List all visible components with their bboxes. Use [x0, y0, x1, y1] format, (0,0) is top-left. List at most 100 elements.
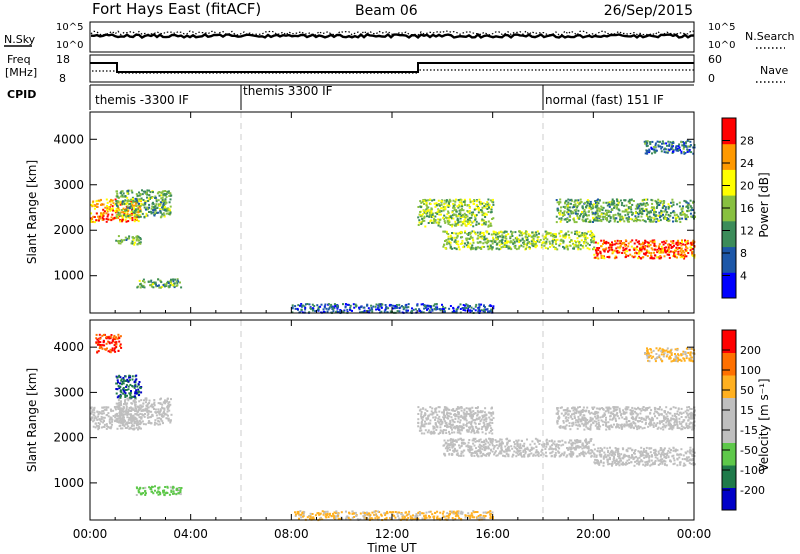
data-cell	[118, 340, 121, 343]
data-cell	[463, 442, 465, 445]
data-cell	[115, 405, 118, 408]
data-cell	[554, 238, 557, 241]
data-cell	[448, 432, 451, 435]
data-cell	[179, 490, 182, 493]
data-cell	[665, 211, 668, 213]
data-cell	[171, 283, 174, 286]
data-cell	[621, 252, 624, 254]
data-cell	[494, 240, 497, 243]
data-cell	[118, 387, 121, 390]
data-cell	[648, 245, 651, 248]
data-cell	[163, 201, 166, 204]
data-cell	[581, 211, 583, 213]
data-cell	[653, 209, 656, 211]
data-cell	[540, 454, 542, 457]
data-cell	[474, 305, 477, 308]
data-cell	[686, 210, 689, 213]
data-cell	[168, 195, 171, 197]
data-cell	[601, 206, 604, 209]
data-cell	[128, 407, 131, 409]
data-cell	[485, 428, 488, 431]
data-cell	[443, 309, 446, 312]
data-cell	[487, 225, 490, 228]
data-cell	[444, 407, 447, 410]
data-cell	[502, 442, 504, 445]
data-cell	[474, 309, 477, 312]
data-cell	[481, 211, 484, 214]
data-cell	[134, 383, 137, 386]
data-cell	[424, 413, 427, 416]
data-cell	[477, 222, 480, 225]
data-cell	[452, 214, 454, 217]
data-cell	[624, 244, 627, 247]
data-cell	[492, 438, 494, 441]
data-cell	[134, 418, 137, 421]
data-cell	[621, 218, 624, 221]
data-cell	[663, 205, 666, 208]
data-cell	[629, 206, 632, 209]
data-cell	[513, 445, 516, 448]
data-cell	[489, 244, 492, 247]
data-cell	[146, 416, 149, 419]
data-cell	[157, 203, 160, 206]
data-cell	[123, 202, 126, 205]
data-cell	[462, 209, 465, 212]
data-cell	[595, 252, 598, 255]
data-cell	[128, 413, 131, 416]
data-cell	[378, 304, 381, 307]
data-cell	[468, 447, 471, 450]
data-cell	[566, 218, 569, 220]
data-cell	[648, 150, 651, 153]
data-cell	[652, 220, 655, 223]
data-cell	[482, 231, 485, 234]
data-cell	[447, 233, 450, 235]
data-cell	[619, 218, 621, 221]
data-cell	[485, 440, 488, 443]
data-cell	[407, 306, 410, 309]
data-cell	[470, 454, 473, 456]
data-cell	[604, 212, 606, 215]
data-cell	[619, 245, 622, 247]
data-cell	[121, 190, 124, 193]
data-cell	[660, 150, 663, 153]
data-cell	[554, 233, 557, 236]
data-cell	[143, 281, 146, 284]
data-cell	[137, 239, 140, 242]
data-cell	[492, 236, 494, 239]
data-cell	[592, 248, 594, 251]
data-cell	[583, 232, 586, 235]
data-cell	[134, 197, 137, 200]
data-cell	[138, 426, 141, 429]
data-cell	[686, 203, 689, 206]
data-cell	[95, 219, 98, 222]
data-cell	[462, 222, 465, 225]
data-cell	[675, 213, 678, 216]
data-cell	[543, 235, 546, 238]
data-cell	[643, 242, 646, 244]
data-cell	[626, 208, 629, 211]
data-cell	[471, 414, 474, 417]
data-cell	[142, 402, 145, 405]
data-cell	[439, 218, 442, 221]
data-cell	[142, 492, 145, 494]
data-cell	[120, 211, 123, 214]
data-cell	[517, 439, 520, 442]
data-cell	[683, 199, 686, 202]
data-cell	[169, 212, 172, 215]
data-cell	[619, 216, 622, 219]
data-cell	[566, 204, 569, 207]
data-cell	[510, 445, 513, 448]
data-cell	[136, 243, 139, 246]
data-cell	[557, 451, 560, 454]
data-cell	[588, 440, 591, 443]
data-cell	[91, 218, 94, 220]
data-cell	[495, 440, 498, 443]
data-cell	[405, 310, 408, 313]
data-cell	[595, 210, 598, 213]
data-cell	[663, 200, 666, 203]
data-cell	[445, 409, 448, 412]
data-cell	[464, 217, 467, 220]
data-cell	[694, 216, 696, 218]
data-cell	[451, 428, 453, 431]
